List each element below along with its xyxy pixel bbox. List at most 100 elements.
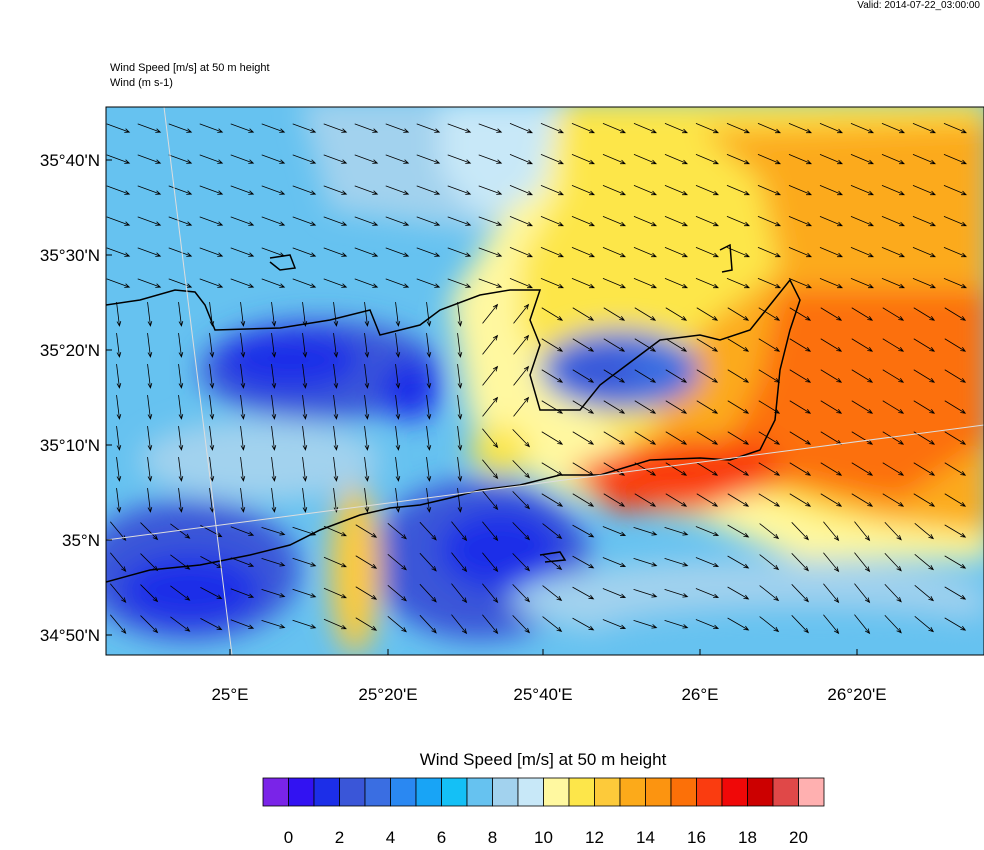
wind-arrow xyxy=(757,122,781,134)
wind-arrow xyxy=(457,302,463,327)
wind-arrow xyxy=(447,278,472,288)
wind-arrow xyxy=(333,426,339,451)
wind-arrow xyxy=(944,462,967,476)
wind-arrow xyxy=(758,338,781,352)
wind-arrow xyxy=(482,459,499,480)
wind-arrow xyxy=(944,338,967,352)
colorbar-box xyxy=(543,777,570,807)
wind-arrow xyxy=(882,493,905,507)
wind-arrow xyxy=(541,307,564,321)
wind-arrow xyxy=(820,493,843,507)
wind-arrow xyxy=(913,400,936,414)
wind-arrow xyxy=(541,431,564,445)
wind-arrow xyxy=(696,493,719,507)
wind-arrow xyxy=(664,246,688,258)
wind-arrow xyxy=(364,333,370,358)
wind-arrow xyxy=(634,431,657,445)
wind-arrow xyxy=(419,614,437,634)
wind-arrow xyxy=(385,123,410,133)
wind-arrow xyxy=(726,215,750,227)
wind-arrow xyxy=(302,395,308,420)
wind-arrow xyxy=(482,396,499,417)
wind-arrow xyxy=(447,185,472,195)
wind-arrow xyxy=(230,154,255,164)
wind-arrow xyxy=(478,154,503,164)
wind-arrow xyxy=(540,277,564,289)
wind-arrow xyxy=(664,557,689,567)
colorbar-box xyxy=(441,777,468,807)
wind-arrow xyxy=(271,302,277,327)
colorbar-box xyxy=(670,777,697,807)
wind-arrow xyxy=(261,123,286,133)
wind-arrow xyxy=(664,526,689,536)
wind-arrow xyxy=(106,247,131,257)
wind-arrow xyxy=(944,555,967,569)
wind-arrow xyxy=(482,303,499,324)
wind-arrow xyxy=(881,246,905,258)
wind-arrow xyxy=(943,277,967,289)
wind-arrow xyxy=(602,153,626,165)
wind-arrow xyxy=(416,247,441,257)
wind-arrow xyxy=(323,278,348,288)
wind-arrow xyxy=(261,620,286,629)
colorbar-box xyxy=(339,777,366,807)
wind-arrow xyxy=(323,154,348,164)
wind-arrow xyxy=(116,457,122,482)
wind-arrow xyxy=(178,364,184,389)
wind-arrow xyxy=(758,431,781,445)
wind-arrow xyxy=(292,557,317,567)
wind-arrow xyxy=(820,307,843,321)
wind-arrow xyxy=(482,365,499,386)
wind-arrow xyxy=(200,617,223,631)
wind-arrow xyxy=(665,462,688,476)
wind-arrow xyxy=(395,333,401,358)
lon-label: 25°20'E xyxy=(358,685,417,704)
lat-label: 35°20'N xyxy=(40,341,100,360)
wind-arrow xyxy=(791,522,809,541)
wind-arrow xyxy=(757,153,781,165)
wind-arrow xyxy=(355,586,378,600)
wind-arrow xyxy=(695,588,720,599)
wind-arrow xyxy=(788,246,812,258)
wind-arrow xyxy=(602,246,626,258)
wind-arrow xyxy=(364,302,370,327)
wind-arrow xyxy=(240,426,246,451)
wind-arrow xyxy=(602,184,626,196)
wind-arrow xyxy=(727,555,750,569)
wind-arrow xyxy=(633,277,657,289)
wind-arrow xyxy=(261,185,286,195)
wind-arrow xyxy=(882,369,905,383)
wind-arrow xyxy=(851,338,874,352)
wind-arrow xyxy=(482,334,499,355)
wind-arrow xyxy=(512,584,531,603)
wind-arrow xyxy=(271,457,277,482)
wind-arrow xyxy=(634,369,657,383)
colorbar-box xyxy=(415,777,442,807)
wind-arrow xyxy=(395,302,401,327)
wind-arrow xyxy=(913,493,936,507)
wind-arrow xyxy=(230,588,255,598)
wind-arrow xyxy=(881,122,905,134)
wind-arrow xyxy=(478,278,503,288)
wind-arrow xyxy=(426,333,432,358)
wind-arrow xyxy=(695,122,719,134)
wind-arrow xyxy=(323,185,348,195)
wind-arrow xyxy=(140,584,159,603)
lon-label: 25°40'E xyxy=(513,685,572,704)
wind-arrow xyxy=(354,185,379,195)
colorbar-label: 8 xyxy=(488,828,497,845)
wind-arrow xyxy=(881,153,905,165)
wind-arrow xyxy=(168,185,193,195)
wind-arrow xyxy=(333,364,339,389)
wind-arrow xyxy=(240,395,246,420)
wind-arrow xyxy=(727,462,750,476)
wind-arrow xyxy=(603,307,626,321)
wind-arrow xyxy=(603,400,626,414)
wind-arrow xyxy=(944,307,967,321)
wind-arrow xyxy=(791,584,809,603)
wind-arrow xyxy=(789,307,812,321)
wind-arrow xyxy=(323,556,347,568)
wind-arrow xyxy=(696,307,719,321)
wind-arrow xyxy=(572,338,595,352)
wind-arrow xyxy=(823,552,840,573)
